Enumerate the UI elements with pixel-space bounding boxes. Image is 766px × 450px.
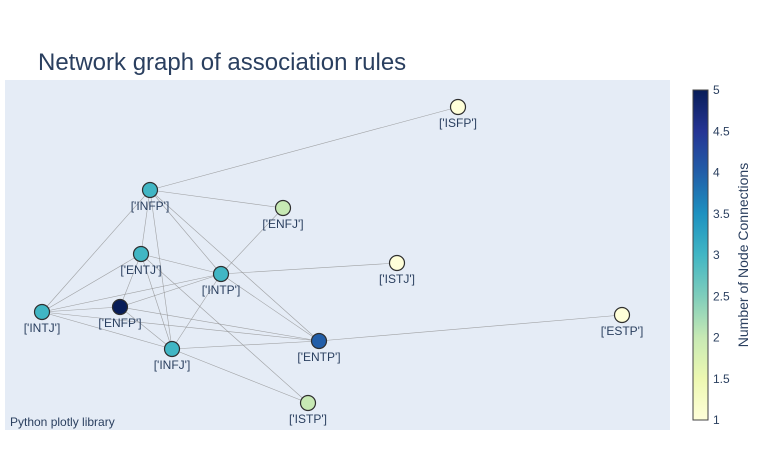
colorbar-tick-label: 3 <box>713 248 720 262</box>
colorbar-tick-label: 4 <box>713 166 720 180</box>
node-enfp[interactable] <box>111 298 129 316</box>
chart-title: Network graph of association rules <box>38 49 406 76</box>
edge-intp-entp <box>220 273 320 342</box>
colorbar-tick-label: 3.5 <box>713 207 730 221</box>
source-annotation: Python plotly library <box>10 415 115 429</box>
node-label-enfj: ['ENFJ'] <box>262 217 303 231</box>
plot-area <box>5 80 670 430</box>
edge-entp-estp <box>318 314 623 342</box>
colorbar-tick-label: 2.5 <box>713 289 730 303</box>
node-label-istj: ['ISTJ'] <box>379 272 415 286</box>
edge-infp-enfj <box>149 189 284 209</box>
node-intj[interactable] <box>33 303 51 321</box>
edge-intp-enfp <box>119 273 222 308</box>
edge-intp-istj <box>220 262 398 275</box>
node-infp[interactable] <box>141 181 159 199</box>
node-intp[interactable] <box>212 265 230 283</box>
node-estp[interactable] <box>613 306 631 324</box>
colorbar-ticks: 1 1.5 2 2.5 3 3.5 4 4.5 5 <box>713 83 730 427</box>
edge-intp-enfj <box>220 207 284 275</box>
node-label-enfp: ['ENFP'] <box>98 316 141 330</box>
edge-entj-intj <box>41 253 142 313</box>
edge-intj-infj <box>41 311 173 350</box>
edge-intj-enfp <box>41 306 121 313</box>
edge-infp-intj <box>41 189 151 313</box>
node-entp[interactable] <box>310 332 328 350</box>
edge-enfp-infj <box>119 306 173 350</box>
edge-infj-istp <box>171 348 309 404</box>
colorbar-tick-label: 5 <box>713 83 720 97</box>
node-label-infj: ['INFJ'] <box>154 358 191 372</box>
node-label-entp: ['ENTP'] <box>297 350 340 364</box>
edge-enfp-entp <box>119 306 320 342</box>
colorbar-tick-label: 2 <box>713 331 720 345</box>
edge-intp-infj <box>171 273 222 350</box>
edge-intp-intj <box>41 273 222 313</box>
node-enfj[interactable] <box>274 199 292 217</box>
node-label-entj: ['ENTJ'] <box>120 263 161 277</box>
node-label-intj: ['INTJ'] <box>24 321 61 335</box>
edge-infp-infj <box>149 189 173 350</box>
edge-entj-infj <box>140 253 173 350</box>
edge-infp-isfp <box>149 106 459 191</box>
labels-layer: ['ISFP'] ['INFP'] ['ENFJ'] ['ENTJ'] ['ISTJ']… <box>24 116 644 426</box>
colorbar <box>692 89 709 421</box>
edge-infp-entp <box>149 189 320 342</box>
node-label-isfp: ['ISFP'] <box>439 116 477 130</box>
colorbar-tick-label: 4.5 <box>713 124 730 138</box>
node-label-infp: ['INFP'] <box>131 199 170 213</box>
node-label-istp: ['ISTP'] <box>289 412 327 426</box>
edges-layer <box>41 106 623 404</box>
node-istj[interactable] <box>388 254 406 272</box>
colorbar-tick-label: 1 <box>713 413 720 427</box>
nodes-layer <box>33 98 631 412</box>
edge-entj-enfp <box>119 253 142 308</box>
colorbar-tick-label: 1.5 <box>713 372 730 386</box>
node-infj[interactable] <box>163 340 181 358</box>
node-label-estp: ['ESTP'] <box>601 324 644 338</box>
node-istp[interactable] <box>299 394 317 412</box>
edge-infp-intp <box>149 189 222 275</box>
node-entj[interactable] <box>132 245 150 263</box>
node-label-intp: ['INTP'] <box>202 283 241 297</box>
edge-intj-entp <box>41 311 320 342</box>
colorbar-title: Number of Node Connections <box>735 163 751 347</box>
edge-infj-entp <box>171 340 320 350</box>
node-isfp[interactable] <box>449 98 467 116</box>
edge-entj-istp <box>140 253 309 404</box>
edge-infp-entj <box>140 189 151 255</box>
edge-entj-intp <box>140 253 222 275</box>
